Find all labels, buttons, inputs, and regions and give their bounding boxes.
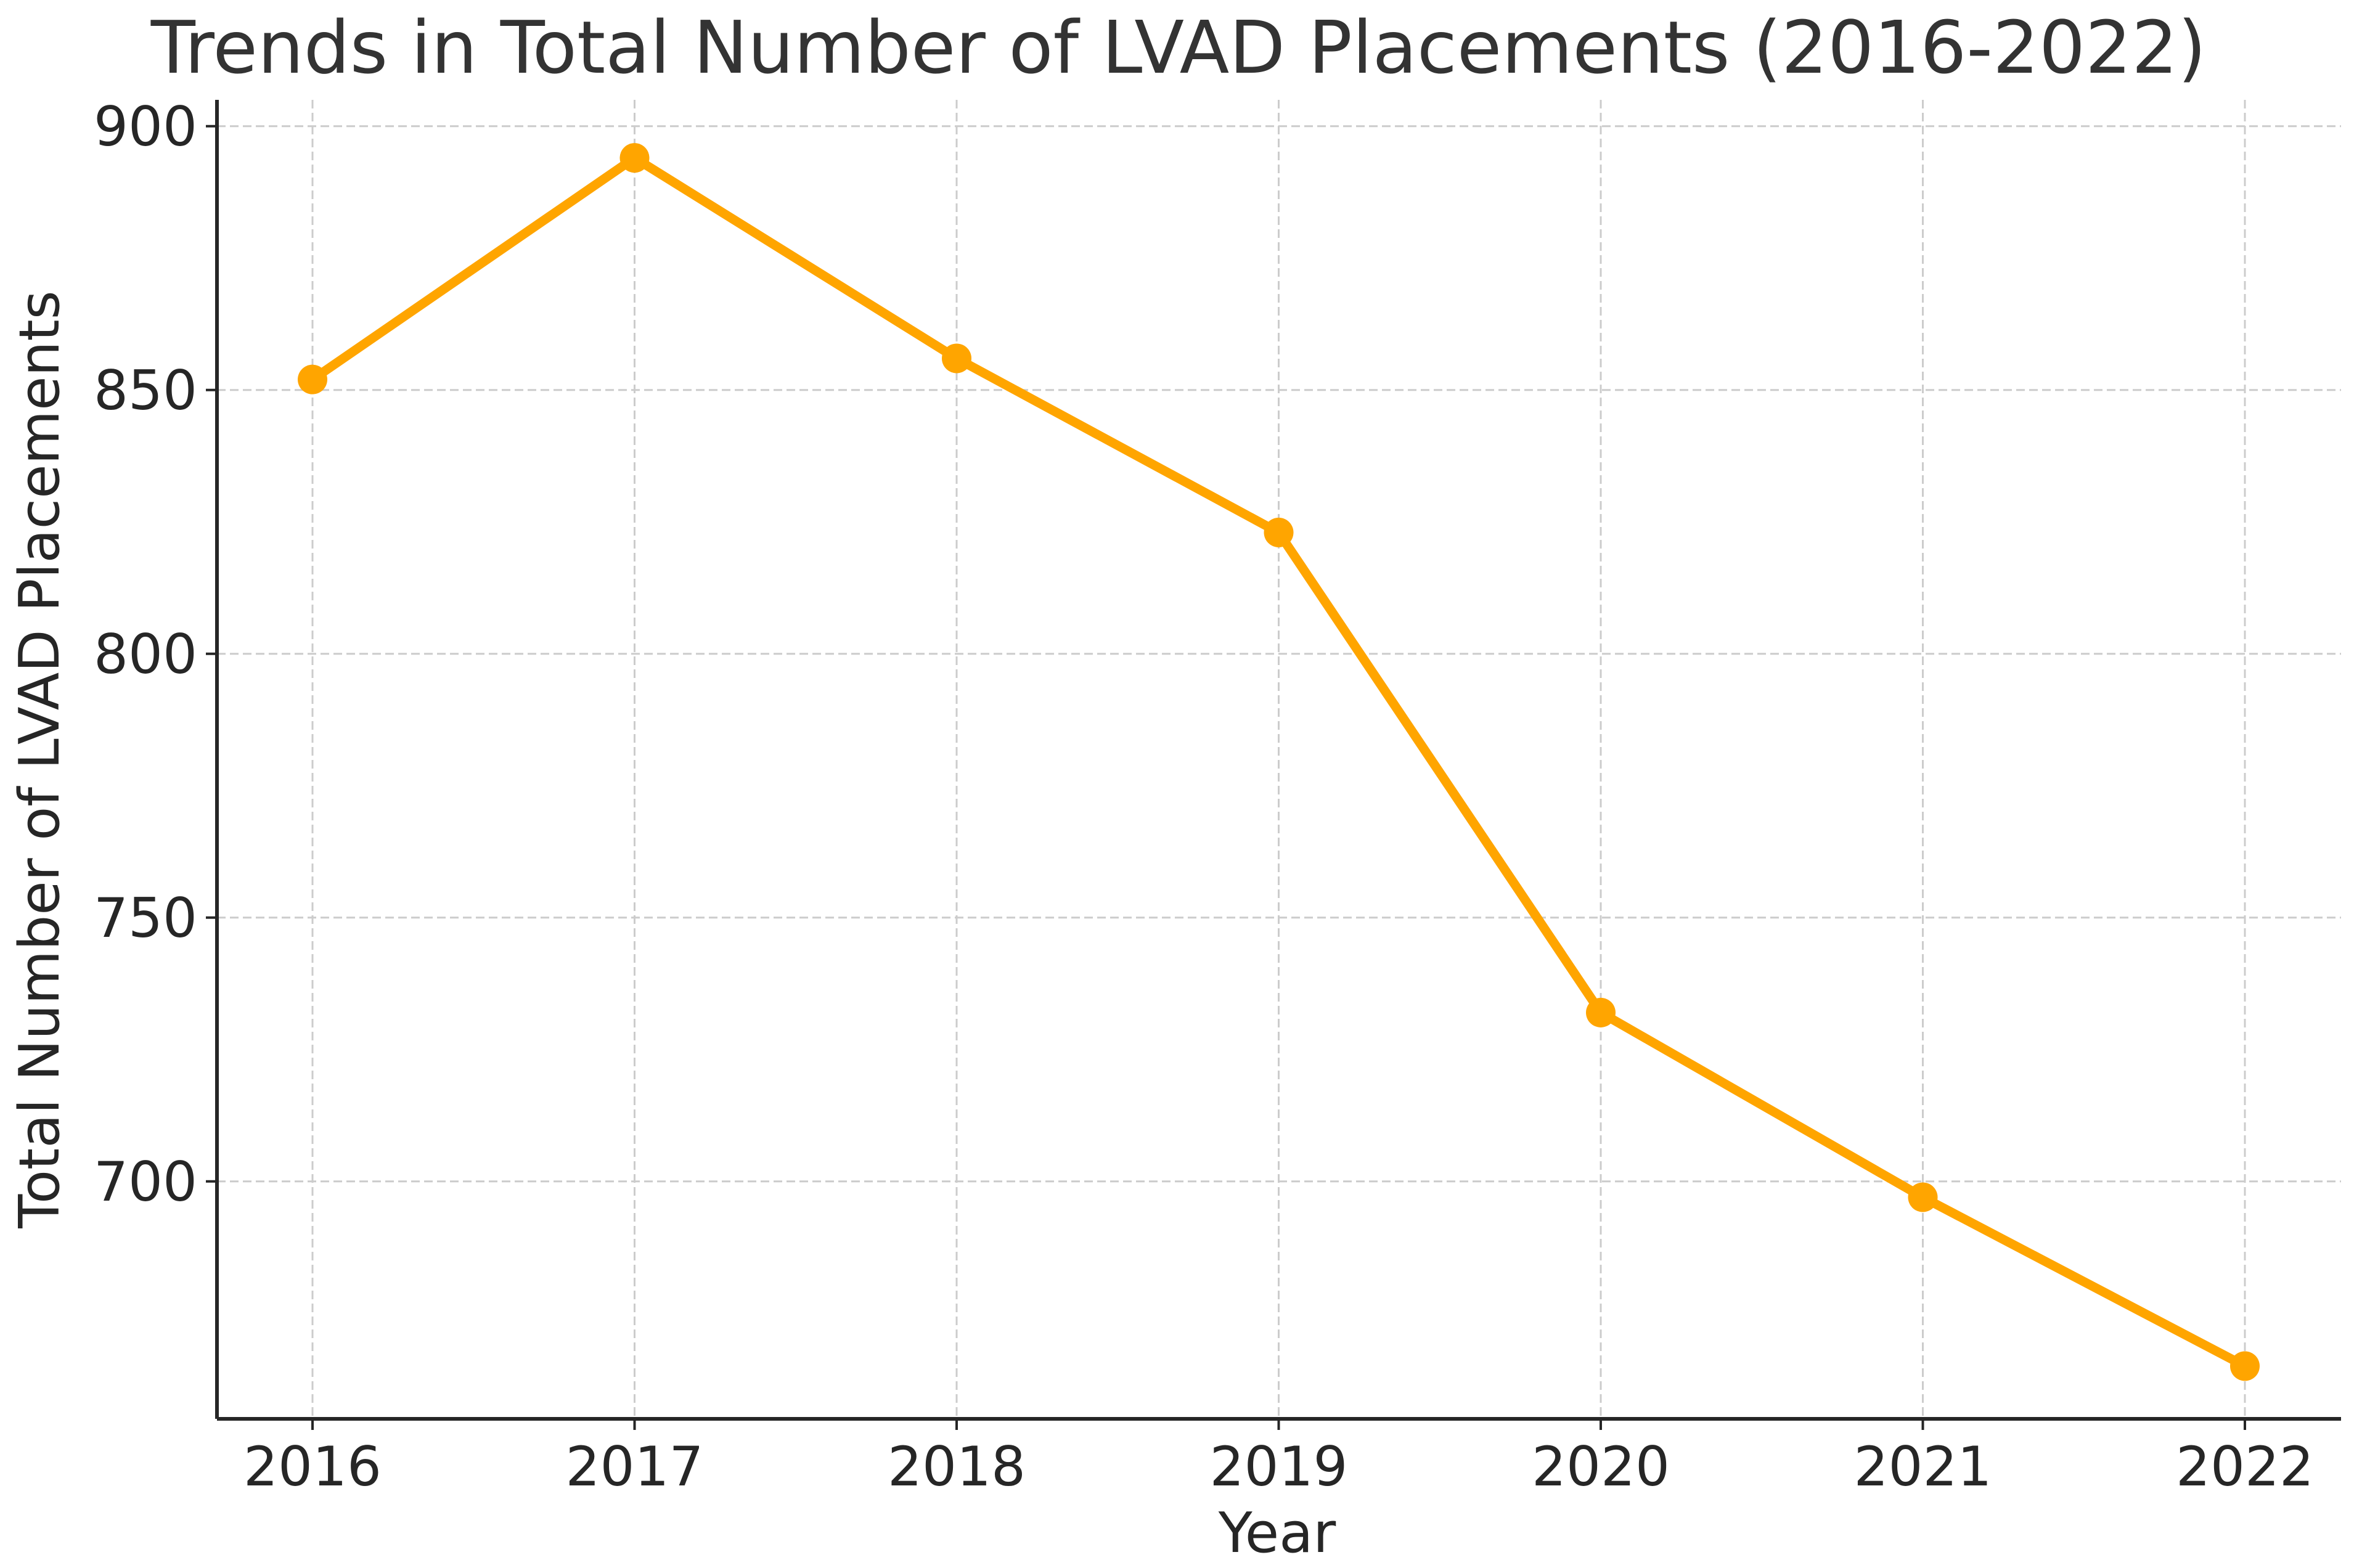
x-tick-label-2019: 2019 bbox=[1210, 1435, 1348, 1498]
data-point-2021 bbox=[1908, 1182, 1938, 1212]
x-tick-label-2022: 2022 bbox=[2176, 1435, 2314, 1498]
y-tick-label-750: 750 bbox=[94, 886, 197, 950]
data-point-2017 bbox=[619, 143, 650, 173]
ticks: 2016 2017 2018 2019 2020 2021 2022 700 750 800 850… bbox=[94, 95, 2314, 1498]
x-tick-label-2018: 2018 bbox=[888, 1435, 1026, 1498]
data-point-2020 bbox=[1586, 997, 1616, 1027]
chart-title: Trends in Total Number of LVAD Placement… bbox=[150, 5, 2206, 90]
x-tick-label-2017: 2017 bbox=[566, 1435, 704, 1498]
y-tick-label-700: 700 bbox=[94, 1150, 197, 1214]
x-tick-label-2016: 2016 bbox=[243, 1435, 382, 1498]
series bbox=[298, 143, 2260, 1381]
y-tick-label-850: 850 bbox=[94, 359, 197, 422]
y-axis-label: Total Number of LVAD Placements bbox=[7, 290, 72, 1228]
x-tick-label-2020: 2020 bbox=[1532, 1435, 1670, 1498]
data-point-2016 bbox=[298, 364, 327, 394]
x-tick-label-2021: 2021 bbox=[1854, 1435, 1992, 1498]
x-axis-label: Year bbox=[1218, 1501, 1336, 1566]
data-point-2022 bbox=[2230, 1351, 2260, 1381]
y-tick-label-800: 800 bbox=[94, 623, 197, 686]
data-point-2018 bbox=[942, 343, 971, 374]
data-point-2019 bbox=[1264, 517, 1294, 547]
grid bbox=[217, 100, 2341, 1419]
y-tick-label-900: 900 bbox=[94, 95, 197, 158]
